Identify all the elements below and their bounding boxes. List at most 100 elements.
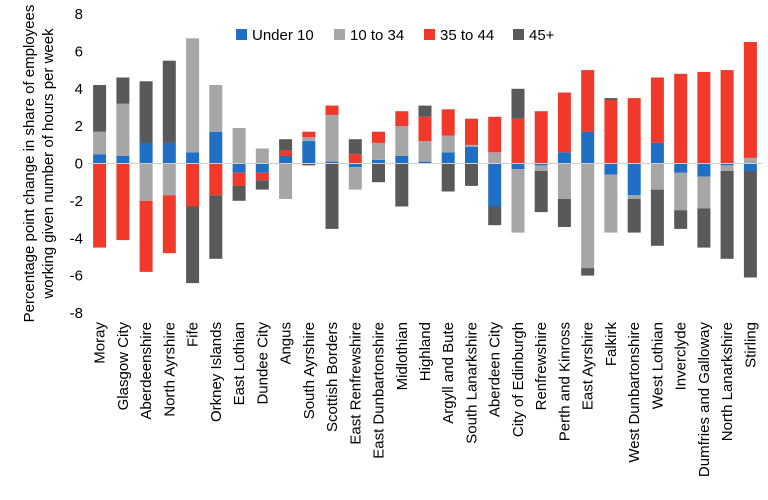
bar-segment (139, 163, 153, 201)
bar-segment (395, 163, 409, 207)
x-tick-label: Aberdeenshire (138, 322, 155, 420)
bar-segment (209, 131, 223, 164)
x-tick-label: East Dunbartonshire (371, 322, 388, 459)
bar-segment (325, 105, 339, 115)
bar-segment (348, 167, 362, 190)
bar-segment (674, 210, 688, 229)
bar-segment (465, 163, 478, 186)
bar-segment (743, 163, 757, 171)
bar-segment (511, 163, 525, 170)
bar-segment (720, 70, 734, 164)
bar-segment (604, 98, 618, 100)
bar-segment (511, 118, 525, 164)
bar-segment (418, 116, 432, 142)
bar-segment (372, 159, 385, 164)
bar-segment (325, 114, 339, 162)
bar-segment (279, 163, 293, 199)
bar-segment (418, 141, 432, 162)
x-tick-label: Perth and Kinross (556, 322, 573, 441)
bar-segment (743, 42, 757, 158)
bar-segment (116, 103, 130, 156)
bar-segment (557, 152, 571, 164)
bar-segment (255, 180, 269, 190)
y-tick-label: 6 (75, 43, 83, 60)
bar-segment (186, 152, 200, 164)
bar-segment (395, 156, 409, 164)
bar-segment (743, 157, 757, 164)
x-tick-label: Fife (185, 322, 202, 347)
bar-segment (650, 163, 664, 190)
x-tick-label: Renfrewshire (533, 322, 550, 410)
legend-swatch (513, 29, 524, 40)
legend-label: 10 to 34 (350, 27, 404, 44)
bar-segment (511, 88, 525, 119)
bar-segment (325, 163, 339, 229)
bar-segment (162, 60, 176, 143)
bar-segment (139, 142, 153, 164)
x-tick-label: North Ayrshire (161, 322, 178, 417)
x-tick-label: Highland (417, 322, 434, 381)
bar-segment (511, 169, 525, 233)
bar-segment (581, 131, 595, 164)
bar-segment (139, 81, 153, 143)
bar-segment (581, 163, 595, 269)
bar-segment (93, 131, 107, 155)
bar-segment (697, 176, 711, 209)
bar-segment (557, 163, 571, 199)
bar-segment (465, 146, 478, 164)
bar-segment (674, 163, 688, 173)
bar-segment (395, 111, 409, 127)
x-tick-label: East Lothian (231, 322, 248, 405)
bar-segment (627, 195, 641, 199)
x-tick-label: Aberdeen City (487, 322, 504, 418)
x-tick-label: Inverclyde (673, 322, 690, 390)
x-tick-label: South Lanarkshire (463, 322, 480, 444)
bar-segment (93, 85, 107, 132)
x-tick-label: East Renfrewshire (347, 322, 364, 445)
y-axis-ticks: -8 -6 -4 -2 0 2 4 6 8 (70, 6, 83, 322)
x-tick-label: North Lanarkshire (719, 322, 736, 441)
bar-segment (627, 163, 641, 196)
bar-segment (232, 163, 246, 173)
x-tick-label: South Ayrshire (301, 322, 318, 419)
x-tick-label: East Ayrshire (580, 322, 597, 410)
bar-segment (418, 105, 432, 117)
bar-segment (441, 163, 455, 192)
bar-segment (743, 171, 757, 278)
y-tick-label: -8 (70, 305, 83, 322)
bar-segment (627, 199, 641, 233)
x-tick-label: Glasgow City (115, 322, 132, 411)
bar-segment (650, 142, 664, 164)
bar-segment (441, 109, 455, 136)
bar-segment (674, 172, 688, 211)
bar-segment (488, 206, 502, 226)
bar-segment (697, 163, 711, 177)
bar-segment (209, 163, 223, 196)
x-tick-label: Scottish Borders (324, 322, 341, 432)
bar-segment (581, 70, 595, 132)
bar-segment (465, 144, 478, 147)
x-tick-label: Falkirk (603, 322, 620, 367)
bar-segment (534, 165, 548, 171)
bar-segment (441, 152, 455, 164)
y-tick-label: -2 (70, 193, 83, 210)
bar-segment (372, 131, 385, 143)
bar-segment (557, 199, 571, 227)
bar-segment (209, 85, 223, 132)
bar-segment (488, 152, 502, 164)
bar-segment (279, 150, 293, 156)
x-tick-label: Orkney Islands (208, 322, 225, 422)
bar-segment (697, 71, 711, 164)
bar-segment (418, 161, 432, 164)
y-axis-title: Percentage point change in share of empl… (21, 5, 57, 323)
x-tick-label: West Lothian (649, 322, 666, 409)
bar-segment (534, 171, 548, 213)
bar-segment (650, 77, 664, 143)
bar-segment (255, 148, 269, 164)
x-tick-label: Moray (92, 322, 109, 364)
bar-segment (534, 111, 548, 164)
bar-segment (488, 163, 502, 207)
bar-segment (348, 154, 362, 164)
bar-segment (162, 195, 176, 254)
